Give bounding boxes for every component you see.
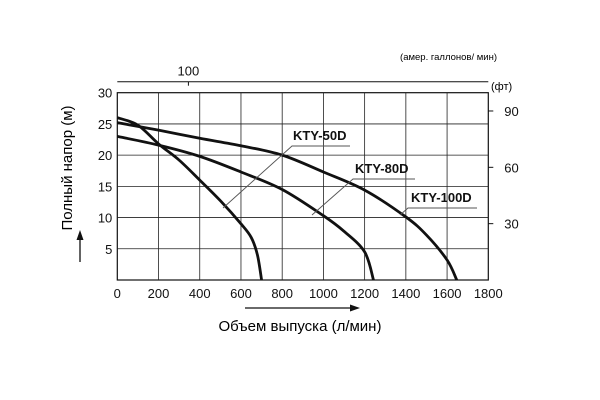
curve-kty-100d <box>117 121 459 281</box>
right-tick-label: 30 <box>504 217 518 232</box>
y-axis-arrowhead <box>76 230 84 240</box>
x-axis-title: Объем выпуска (л/мин) <box>219 318 382 335</box>
y-tick-label: 15 <box>98 179 112 194</box>
curve-kty-50d <box>116 116 263 281</box>
x-tick-label: 800 <box>271 286 293 301</box>
top-tick-label: 100 <box>178 64 200 79</box>
right-tick-label: 90 <box>504 104 518 119</box>
x-tick-label: 1600 <box>433 286 462 301</box>
x-tick-label: 1200 <box>350 286 379 301</box>
x-tick-label: 0 <box>114 286 121 301</box>
series-leader-line <box>311 178 415 216</box>
x-tick-label: 200 <box>148 286 170 301</box>
series-label: KTY-80D <box>355 161 408 176</box>
right-axis-unit: (фт) <box>491 81 512 93</box>
y-tick-label: 20 <box>98 148 112 163</box>
y-tick-label: 25 <box>98 117 112 132</box>
y-tick-label: 30 <box>98 86 112 101</box>
x-axis-arrowhead <box>350 304 360 312</box>
x-tick-label: 1800 <box>474 286 503 301</box>
y-tick-label: 5 <box>105 242 112 257</box>
series-label: KTY-100D <box>411 190 472 205</box>
series-leader-line <box>222 145 350 209</box>
series-label: KTY-50D <box>293 128 346 143</box>
series-leader-line <box>399 207 477 216</box>
x-tick-label: 1400 <box>391 286 420 301</box>
x-tick-label: 400 <box>189 286 211 301</box>
y-axis-title: Полный напор (м) <box>59 105 76 230</box>
top-axis-unit: (амер. галлонов/ мин) <box>400 52 497 63</box>
right-tick-label: 60 <box>504 160 518 175</box>
x-tick-label: 600 <box>230 286 252 301</box>
x-tick-label: 1000 <box>309 286 338 301</box>
y-tick-label: 10 <box>98 211 112 226</box>
curve-kty-80d <box>117 135 375 281</box>
